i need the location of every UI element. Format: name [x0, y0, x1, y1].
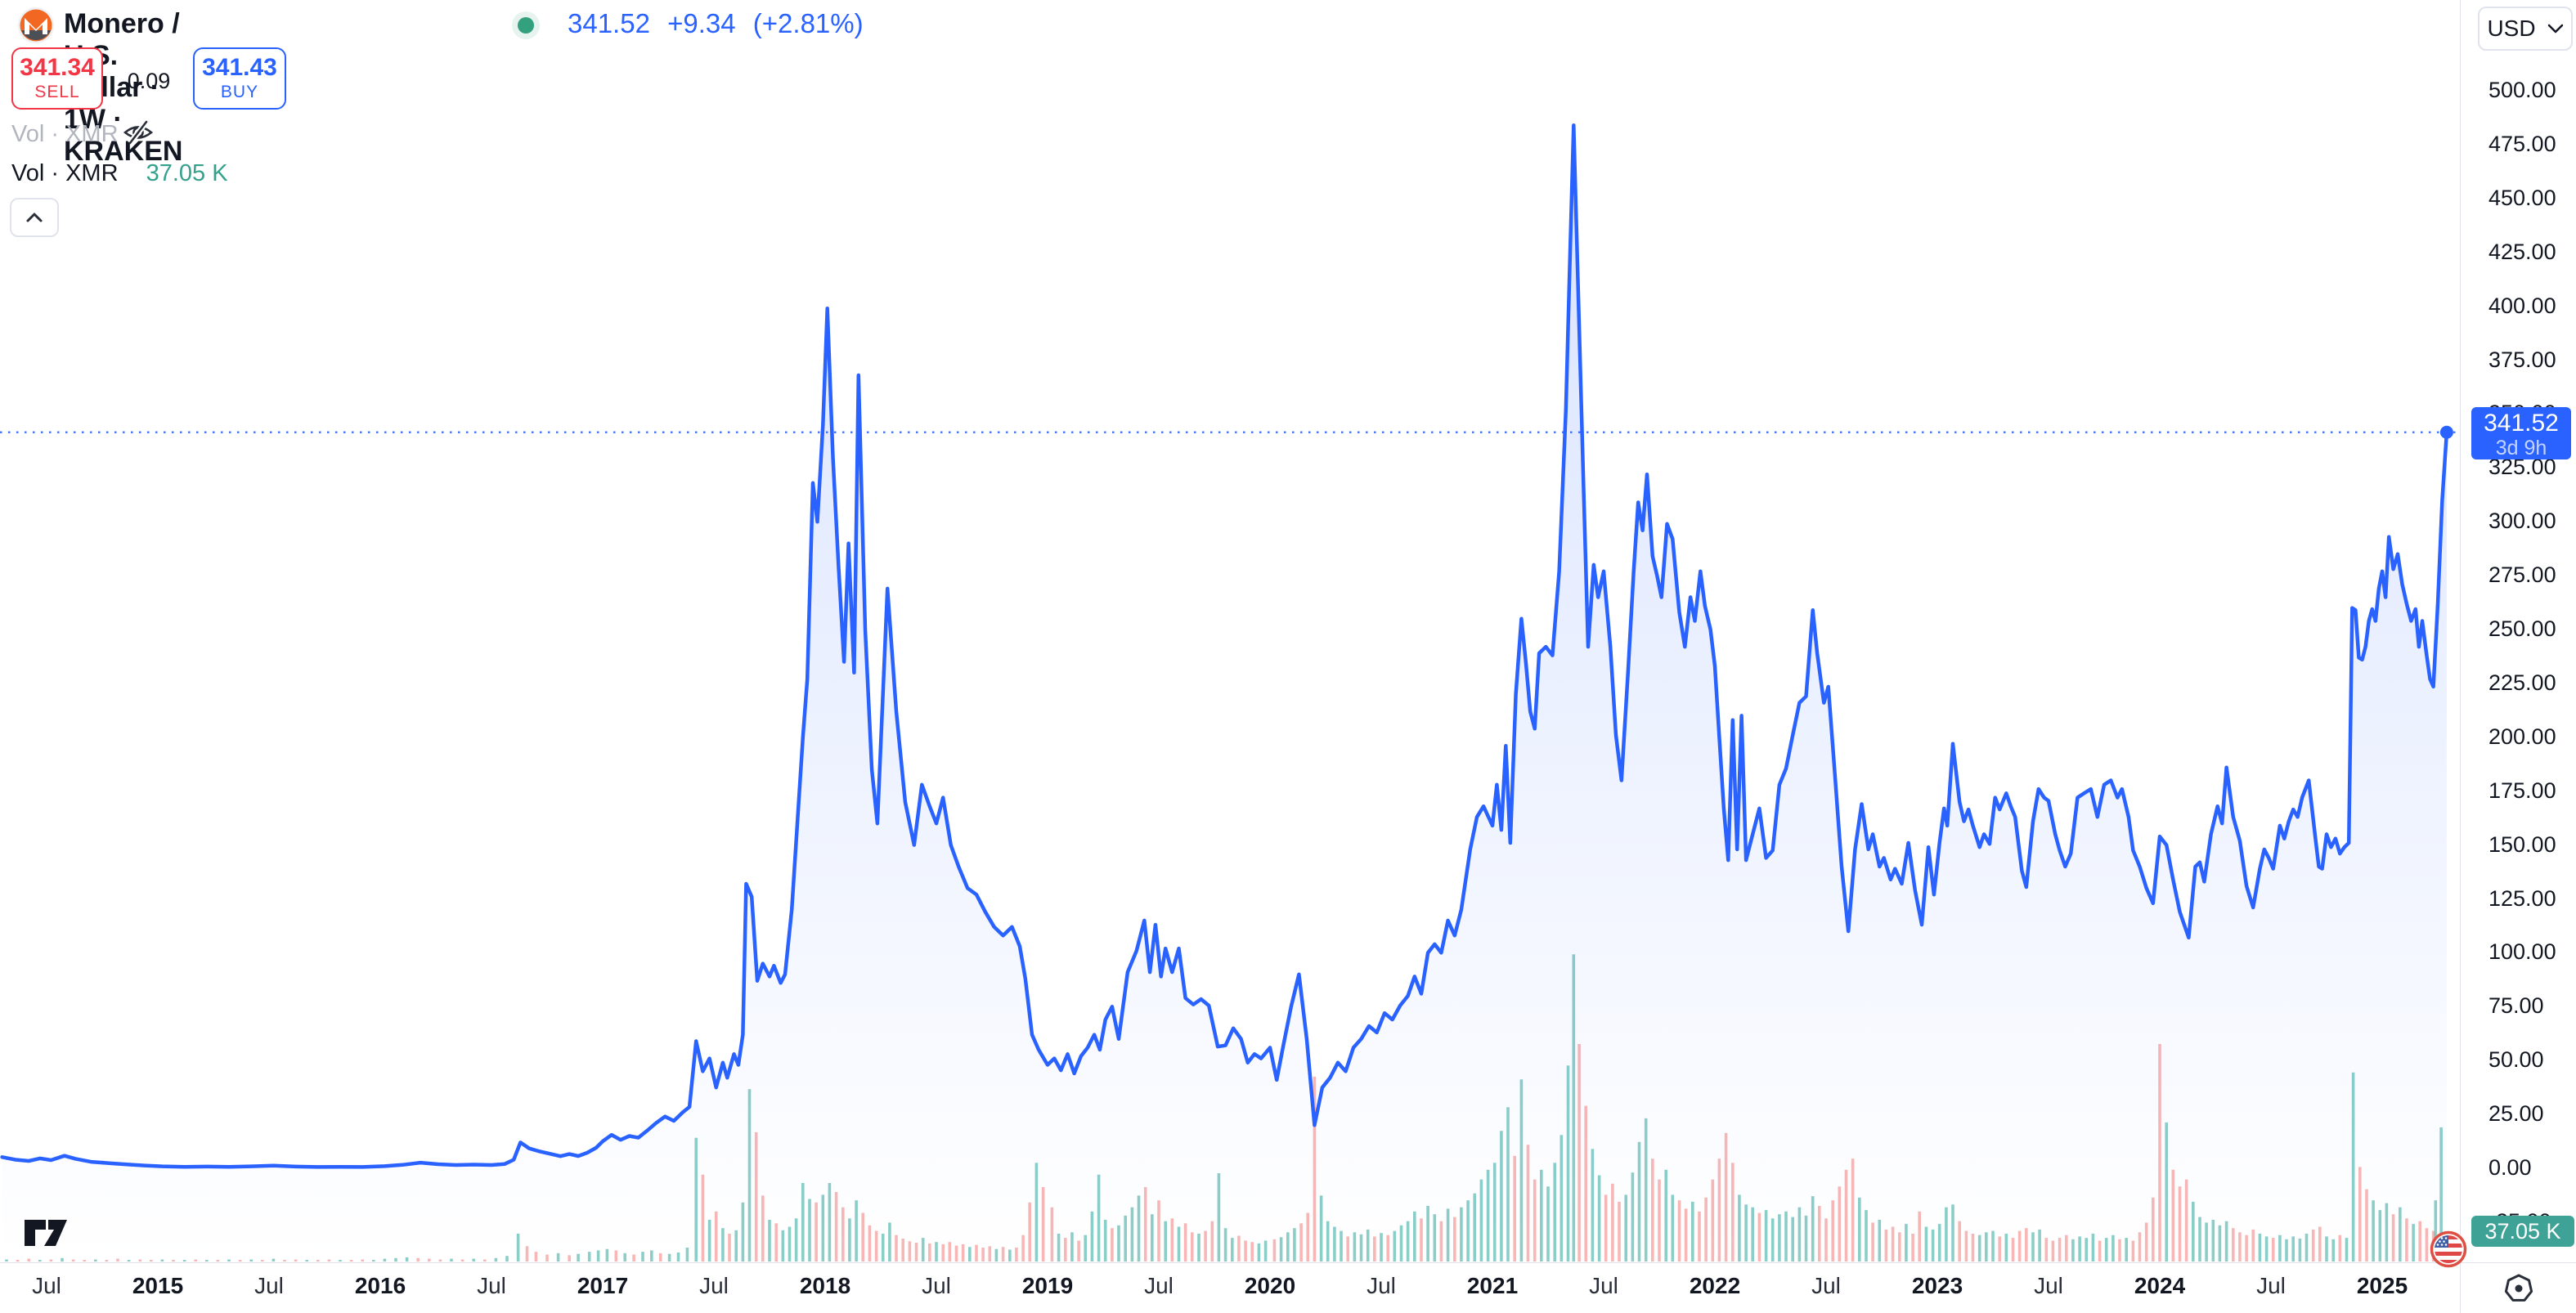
price-tick: 475.00 — [2488, 131, 2556, 156]
last-price-dot — [2439, 425, 2453, 439]
price-tick: 175.00 — [2488, 777, 2556, 803]
price-tick: 25.00 — [2488, 1101, 2544, 1127]
currency-dropdown[interactable]: USD — [2478, 7, 2573, 51]
monero-icon — [18, 7, 54, 43]
volume-indicator-value: 37.05 K — [146, 160, 228, 186]
quote-values: 341.52 +9.34 (+2.81%) — [568, 8, 873, 39]
price-tick: 75.00 — [2488, 993, 2544, 1019]
volume-indicator-label: Vol · XMR — [11, 160, 119, 186]
hidden-indicator-label: Vol · XMR — [11, 121, 119, 147]
price-tick: 450.00 — [2488, 185, 2556, 210]
quote-last-price: 341.52 — [568, 8, 650, 38]
time-tick-year: 2016 — [354, 1273, 406, 1298]
spread-value: 0.09 — [127, 69, 171, 93]
time-tick-month: Jul — [1144, 1273, 1174, 1298]
sell-button[interactable]: 341.34 SELL — [11, 47, 103, 110]
price-tick: 150.00 — [2488, 831, 2556, 857]
axis-corner — [2460, 1262, 2576, 1313]
price-tick: 400.00 — [2488, 293, 2556, 318]
time-tick-year: 2025 — [2356, 1273, 2408, 1298]
currency-label: USD — [2487, 16, 2536, 41]
green-status-dot — [518, 17, 534, 34]
time-tick-month: Jul — [32, 1273, 61, 1298]
price-tick: 225.00 — [2488, 670, 2556, 695]
chevron-up-icon — [26, 213, 43, 222]
time-tick-month: Jul — [1367, 1273, 1396, 1298]
buy-price: 341.43 — [202, 54, 277, 81]
time-tick-month: Jul — [477, 1273, 506, 1298]
time-tick-year: 2019 — [1021, 1273, 1074, 1298]
price-tick: 200.00 — [2488, 724, 2556, 749]
time-tick-year: 2015 — [132, 1273, 184, 1298]
time-tick-year: 2023 — [1911, 1273, 1963, 1298]
buy-label: BUY — [220, 83, 259, 101]
buy-button[interactable]: 341.43 BUY — [193, 47, 286, 110]
price-tick: 250.00 — [2488, 616, 2556, 641]
price-tick: 125.00 — [2488, 885, 2556, 911]
price-tick: 100.00 — [2488, 939, 2556, 965]
time-tick-month: Jul — [2034, 1273, 2063, 1298]
eye-slash-icon[interactable] — [123, 119, 154, 146]
quote-change-percent: (+2.81%) — [752, 8, 864, 38]
time-tick-month: Jul — [699, 1273, 729, 1298]
price-tick: 425.00 — [2488, 239, 2556, 264]
price-tick: 275.00 — [2488, 562, 2556, 588]
last-price-axis-label: 341.52 3d 9h — [2471, 406, 2571, 459]
price-tick: 500.00 — [2488, 78, 2556, 102]
price-line — [0, 123, 2449, 1169]
time-tick-month: Jul — [922, 1273, 951, 1298]
last-price-value: 341.52 — [2484, 409, 2559, 437]
time-tick-year: 2021 — [1466, 1273, 1519, 1298]
bar-countdown: 3d 9h — [2495, 436, 2547, 459]
price-tick: 300.00 — [2488, 509, 2556, 534]
gear-icon[interactable] — [2502, 1272, 2535, 1305]
indicator-row-volume[interactable]: Vol · XMR 37.05 K — [11, 160, 228, 187]
time-tick-month: Jul — [1811, 1273, 1841, 1298]
time-tick-year: 2020 — [1244, 1273, 1296, 1298]
price-axis-panel[interactable]: 500.00475.00450.00425.00400.00375.00350.… — [2460, 0, 2576, 1262]
price-tick: 0.00 — [2488, 1155, 2532, 1180]
time-tick-year: 2018 — [799, 1273, 851, 1298]
indicator-row-hidden[interactable]: Vol · XMR — [11, 121, 119, 148]
chevron-down-icon — [2547, 24, 2563, 34]
time-tick-year: 2022 — [1689, 1273, 1741, 1298]
time-tick-year: 2017 — [577, 1273, 629, 1298]
tradingview-logo[interactable] — [23, 1217, 69, 1249]
sell-price: 341.34 — [20, 54, 95, 81]
time-tick-month: Jul — [254, 1273, 284, 1298]
time-tick-year: 2024 — [2134, 1273, 2186, 1298]
time-tick-month: Jul — [1589, 1273, 1618, 1298]
price-area — [2, 125, 2447, 1262]
price-tick: 50.00 — [2488, 1047, 2544, 1073]
us-flag-icon — [2430, 1230, 2467, 1268]
market-status-icon[interactable] — [512, 11, 540, 39]
last-volume-axis-label: 37.05 K — [2471, 1216, 2574, 1247]
price-tick: 375.00 — [2488, 347, 2556, 372]
quote-change: +9.34 — [667, 8, 736, 38]
time-axis-panel[interactable]: Jul 2015 Jul 2016 Jul 2017 Jul 2018 Jul 2019 Jul 20… — [0, 1262, 2576, 1313]
sell-label: SELL — [34, 83, 80, 101]
time-tick-month: Jul — [2256, 1273, 2286, 1298]
collapse-legend-button[interactable] — [10, 198, 59, 237]
